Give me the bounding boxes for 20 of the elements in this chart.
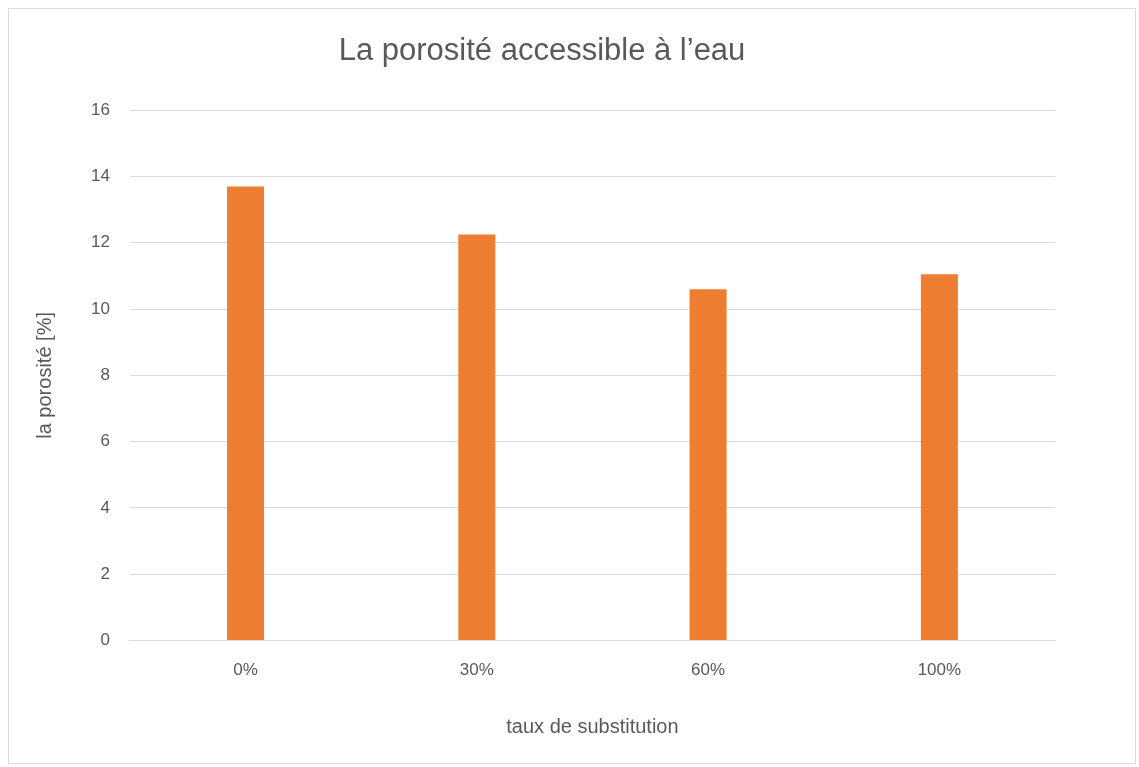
y-tick-label: 0 xyxy=(100,630,110,650)
y-tick-label: 6 xyxy=(100,431,110,451)
y-tick-label: 10 xyxy=(90,298,110,318)
x-tick-label: 60% xyxy=(691,660,726,680)
y-tick-label: 8 xyxy=(100,365,110,385)
x-tick-label: 0% xyxy=(233,660,258,680)
y-tick-label: 4 xyxy=(100,497,110,517)
bar xyxy=(227,186,265,641)
y-axis-title: la porosité [%] xyxy=(32,312,55,439)
y-tick-label: 12 xyxy=(90,232,110,252)
chart-title: La porosité accessible à l’eau xyxy=(338,32,746,68)
bar xyxy=(689,289,727,641)
y-tick-label: 16 xyxy=(90,99,110,119)
y-tick-label: 2 xyxy=(100,563,110,583)
y-tick-label: 14 xyxy=(90,166,110,186)
x-axis-title: taux de substitution xyxy=(506,714,679,737)
x-tick-label: 30% xyxy=(459,660,494,680)
x-tick-label: 100% xyxy=(917,660,962,680)
bar xyxy=(920,274,958,641)
bar xyxy=(458,234,496,641)
